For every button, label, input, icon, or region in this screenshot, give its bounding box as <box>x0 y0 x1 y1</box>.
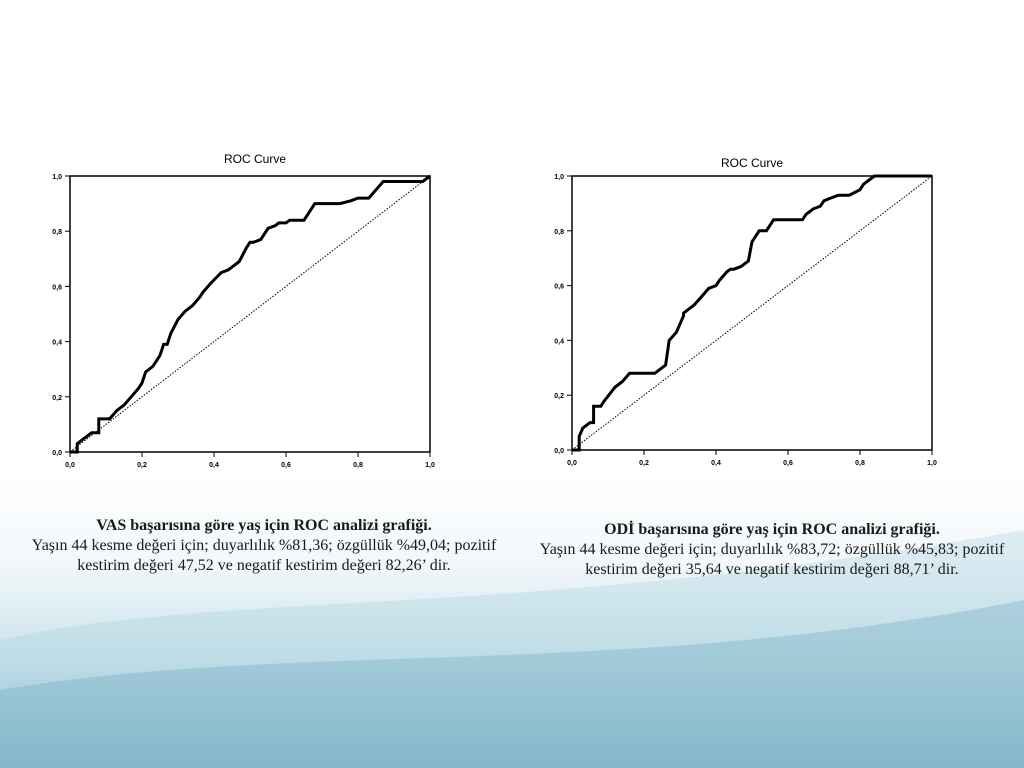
caption-title: VAS başarısına göre yaş için ROC analizi… <box>96 517 432 534</box>
x-tick-label: 1,0 <box>927 460 937 467</box>
vas-roc-chart: ROC Curve 0,0 0,2 0,4 0,6 0,8 1,0 0,0 0,2 0,4 0,6… <box>40 144 506 474</box>
roc-curve-line <box>70 174 431 454</box>
odi-roc-chart-svg: ROC Curve 0,0 0,2 0,4 0,6 0,8 1,0 0,0 0,2 0,4 0,6… <box>554 156 937 467</box>
y-tick-label: 0,6 <box>554 284 564 291</box>
y-tick-label: 0,0 <box>52 450 62 457</box>
odi-chart-caption: ODİ başarısına göre yaş için ROC analizi… <box>532 520 1012 580</box>
y-tick-label: 0,8 <box>554 229 564 236</box>
caption-title: ODİ başarısına göre yaş için ROC analizi… <box>604 521 940 538</box>
y-tick-label: 1,0 <box>554 174 564 181</box>
y-tick-label: 0,0 <box>554 448 564 455</box>
chart-title: ROC Curve <box>224 152 286 166</box>
x-tick-label: 0,4 <box>711 460 721 467</box>
x-tick-label: 0,8 <box>855 460 865 467</box>
y-tick-label: 0,2 <box>52 395 62 402</box>
background-wave <box>0 530 1024 768</box>
caption-body: Yaşın 44 kesme değeri için; duyarlılık %… <box>539 541 1005 578</box>
y-tick-label: 1,0 <box>52 174 62 181</box>
x-tick-label: 0,6 <box>281 462 291 469</box>
x-tick-label: 0,2 <box>639 460 649 467</box>
vas-chart-caption: VAS başarısına göre yaş için ROC analizi… <box>24 516 504 576</box>
y-tick-label: 0,4 <box>52 340 62 347</box>
x-tick-label: 0,0 <box>65 462 75 469</box>
reference-diagonal-line <box>69 175 431 453</box>
caption-body: Yaşın 44 kesme değeri için; duyarlılık %… <box>31 537 497 574</box>
chart-title: ROC Curve <box>721 156 783 170</box>
plot-frame <box>69 175 431 453</box>
odi-roc-chart: ROC Curve 0,0 0,2 0,4 0,6 0,8 1,0 0,0 0,2 0,4 0,6… <box>536 144 1002 474</box>
x-tick-label: 0,8 <box>353 462 363 469</box>
vas-roc-chart-svg: ROC Curve 0,0 0,2 0,4 0,6 0,8 1,0 0,0 0,2 0,4 0,6… <box>52 152 435 469</box>
y-tick-label: 0,8 <box>52 229 62 236</box>
x-tick-label: 0,4 <box>209 462 219 469</box>
x-tick-label: 0,6 <box>783 460 793 467</box>
y-tick-label: 0,2 <box>554 393 564 400</box>
y-tick-label: 0,6 <box>52 284 62 291</box>
plot-frame <box>571 175 933 451</box>
roc-curve-line <box>572 174 932 452</box>
x-tick-label: 0,0 <box>567 460 577 467</box>
x-tick-label: 1,0 <box>425 462 435 469</box>
reference-diagonal-line <box>571 175 933 451</box>
x-tick-label: 0,2 <box>137 462 147 469</box>
y-tick-label: 0,4 <box>554 338 564 345</box>
